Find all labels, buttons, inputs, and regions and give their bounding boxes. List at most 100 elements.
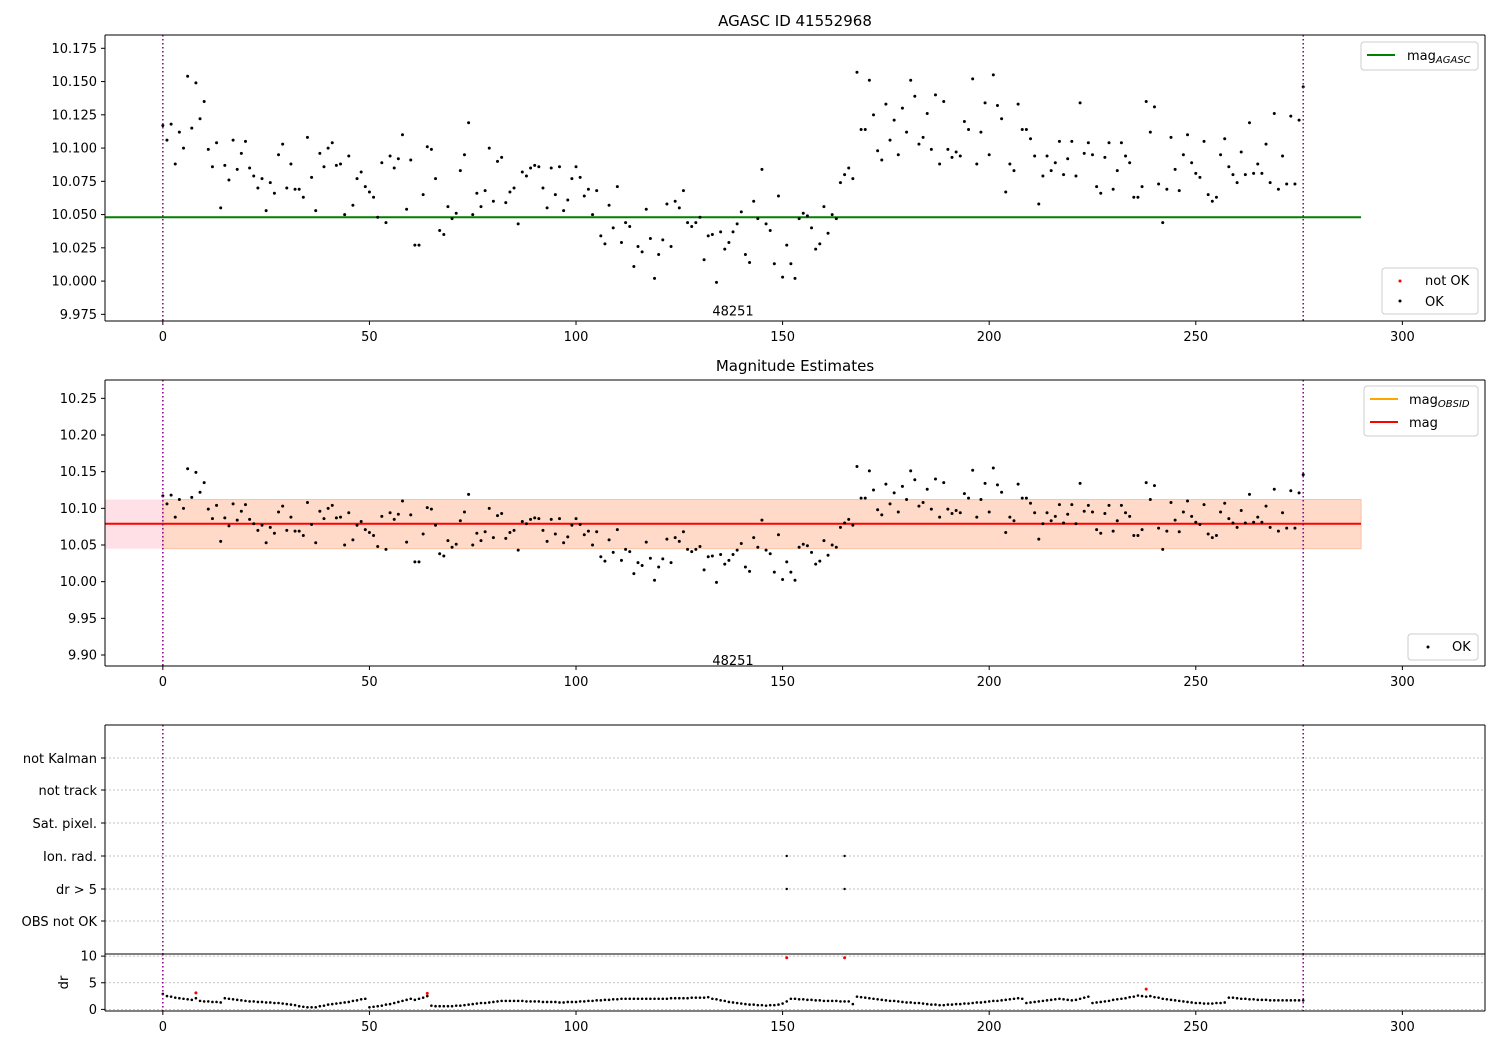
data-point-ok: [425, 506, 429, 510]
dr-point: [190, 998, 194, 1002]
data-point-ok: [496, 514, 500, 518]
dr-point: [909, 1001, 912, 1004]
data-point-ok: [1070, 139, 1074, 143]
flag-point: [843, 854, 846, 858]
data-point-ok: [198, 117, 202, 121]
dr-point: [1045, 999, 1049, 1002]
data-point-ok: [1243, 173, 1247, 177]
data-point-ok: [764, 222, 768, 226]
data-point-ok: [483, 189, 487, 193]
data-point-ok: [913, 94, 917, 98]
dr-point: [504, 999, 508, 1003]
data-point-ok: [520, 520, 524, 524]
data-point-ok: [847, 166, 851, 170]
data-point-ok: [277, 153, 281, 157]
data-point-ok: [1008, 515, 1012, 519]
data-point-ok: [285, 528, 289, 532]
data-point-ok: [524, 174, 528, 178]
dr-point: [723, 999, 727, 1003]
data-point-ok: [182, 506, 186, 510]
data-point-ok: [867, 78, 871, 82]
dr-point: [475, 1002, 479, 1005]
dr-point: [739, 1002, 743, 1005]
data-point-ok: [872, 113, 876, 117]
dr-point: [1144, 995, 1148, 998]
data-point-ok: [570, 177, 574, 181]
dr-point: [264, 1001, 268, 1004]
data-point-ok: [314, 541, 318, 545]
data-point-ok: [429, 147, 433, 151]
dr-point: [1149, 994, 1152, 998]
data-point-ok: [1181, 153, 1185, 157]
dr-point: [537, 1000, 541, 1003]
data-point-ok: [491, 199, 495, 203]
data-point-ok: [235, 518, 239, 522]
dr-point: [194, 996, 198, 1000]
data-point-ok: [1024, 127, 1028, 131]
legend-ok-status: [1407, 633, 1479, 661]
dr-point: [789, 997, 793, 1001]
data-point-ok: [1136, 195, 1140, 199]
dr-point: [405, 998, 408, 1002]
legend-label-ok: OK: [1452, 640, 1471, 655]
data-point-ok: [223, 516, 227, 520]
data-point-ok: [801, 211, 805, 215]
dr-point: [467, 1003, 470, 1006]
data-point-ok: [958, 154, 962, 158]
data-point-ok: [1086, 503, 1090, 507]
data-point-ok: [450, 545, 454, 549]
dr-point: [1202, 1002, 1206, 1005]
data-point-ok: [1190, 514, 1194, 518]
data-point-ok: [413, 560, 417, 564]
data-point-ok: [1227, 165, 1231, 169]
data-point-ok: [479, 205, 483, 209]
data-point-ok: [487, 506, 491, 510]
data-point-ok: [1231, 521, 1235, 525]
data-point-ok: [863, 496, 867, 500]
dr-point: [496, 1000, 499, 1003]
dr-point: [558, 1001, 561, 1004]
data-point-ok: [595, 530, 599, 534]
data-point-ok: [756, 217, 760, 221]
y-axis-label-dr: dr: [57, 975, 72, 989]
data-point-ok: [599, 234, 603, 238]
data-point-ok: [541, 528, 545, 532]
data-point-ok: [512, 528, 516, 532]
dr-point: [868, 996, 871, 1000]
y-tick-label: 0: [89, 1003, 97, 1018]
data-point-ok: [322, 165, 326, 169]
y-tick-label: 10.10: [60, 502, 97, 517]
dr-point: [409, 997, 413, 1001]
dr-point: [202, 1000, 206, 1003]
dr-point: [1281, 999, 1284, 1002]
data-point-ok: [1260, 520, 1264, 524]
dr-point: [735, 1001, 739, 1005]
dr-point: [843, 1000, 846, 1003]
data-point-ok: [1161, 221, 1165, 225]
dr-point: [1268, 999, 1272, 1002]
data-point-ok: [1177, 189, 1181, 193]
dr-point: [314, 1005, 318, 1009]
data-point-ok: [628, 225, 632, 229]
dr-point: [901, 1000, 904, 1004]
data-point-ok: [215, 503, 219, 507]
data-point-ok: [1136, 533, 1140, 537]
data-point-ok: [628, 550, 632, 554]
data-point-ok: [801, 542, 805, 546]
dr-point: [607, 998, 611, 1002]
data-point-ok: [334, 163, 338, 167]
data-point-ok: [1057, 139, 1061, 143]
data-point-ok: [442, 233, 446, 237]
dr-point: [756, 1003, 760, 1007]
data-point-ok: [752, 199, 756, 203]
data-point-ok: [867, 469, 871, 473]
dr-point: [987, 1000, 991, 1003]
data-point-ok: [975, 515, 979, 519]
dr-point: [876, 997, 879, 1001]
data-point-ok: [219, 539, 223, 543]
y-tick-label: 5: [89, 976, 97, 991]
flag-row-label: not Kalman: [23, 752, 97, 767]
data-point-ok: [776, 194, 780, 198]
data-point-ok: [785, 560, 789, 564]
x-tick-label: 200: [977, 675, 1002, 690]
